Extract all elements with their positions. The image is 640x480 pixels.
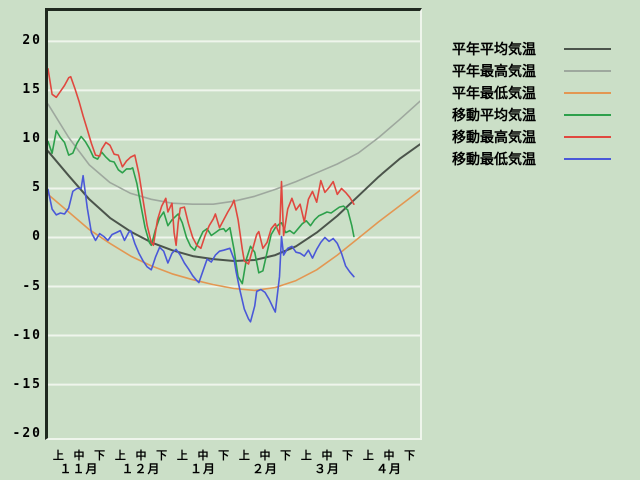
x-tick-label-1: 中 [73, 450, 85, 462]
x-tick-label-9: 上 [238, 450, 250, 462]
x-tick-label-6: 上 [176, 450, 188, 462]
y-tick-label-15: 15 [22, 82, 42, 98]
x-tick-label-11: 下 [280, 450, 292, 462]
x-tick-label-15: 上 [362, 450, 374, 462]
x-tick-label-2: 下 [94, 450, 106, 462]
month-label-１２月: １２月 [121, 462, 161, 476]
month-label-３月: ３月 [313, 462, 340, 476]
x-tick-label-16: 中 [383, 450, 395, 462]
x-tick-label-14: 下 [342, 450, 354, 462]
x-tick-label-12: 上 [300, 450, 312, 462]
legend-label-normal-min: 平年最低気温 [452, 85, 536, 101]
y-tick-label-20: 20 [22, 33, 42, 49]
month-label-１月: １月 [189, 462, 216, 476]
x-tick-label-7: 中 [197, 450, 209, 462]
legend-label-normal-max: 平年最高気温 [452, 63, 536, 79]
month-label-２月: ２月 [251, 462, 278, 476]
legend-row-moving-avg: 移動平均気温 [452, 104, 611, 126]
x-tick-label-10: 中 [259, 450, 271, 462]
month-label-４月: ４月 [375, 462, 402, 476]
legend-row-normal-min: 平年最低気温 [452, 82, 611, 104]
y-tick-label--5: -5 [22, 278, 42, 294]
x-tick-label-17: 下 [404, 450, 416, 462]
legend-swatch-moving-max [564, 136, 611, 138]
plot-area [48, 40, 420, 386]
x-tick-label-0: 上 [52, 450, 64, 462]
legend-row-normal-avg: 平年平均気温 [452, 38, 611, 60]
legend-swatch-normal-min [564, 92, 611, 94]
plot-frame [45, 8, 422, 440]
y-tick-label--15: -15 [12, 376, 42, 392]
y-tick-label-5: 5 [32, 180, 42, 196]
legend-label-moving-avg: 移動平均気温 [452, 107, 536, 123]
legend-label-normal-avg: 平年平均気温 [452, 41, 536, 57]
y-tick-label-0: 0 [32, 229, 42, 245]
series-line-moving-min [48, 174, 355, 323]
legend-label-moving-max: 移動最高気温 [452, 129, 536, 145]
series-line-normal-min [48, 189, 420, 292]
y-tick-label--20: -20 [12, 425, 42, 441]
legend-swatch-moving-avg [564, 114, 611, 116]
series-line-moving-max [48, 67, 355, 265]
legend-row-moving-max: 移動最高気温 [452, 126, 611, 148]
month-label-１１月: １１月 [59, 462, 99, 476]
y-tick-label--10: -10 [12, 327, 42, 343]
x-tick-label-8: 下 [218, 450, 230, 462]
x-tick-label-5: 下 [156, 450, 168, 462]
legend-label-moving-min: 移動最低気温 [452, 151, 536, 167]
legend-row-normal-max: 平年最高気温 [452, 60, 611, 82]
x-tick-label-13: 中 [321, 450, 333, 462]
legend-row-moving-min: 移動最低気温 [452, 148, 611, 170]
legend-swatch-moving-min [564, 158, 611, 160]
x-tick-label-4: 中 [135, 450, 147, 462]
legend-swatch-normal-avg [564, 48, 611, 50]
series-line-moving-avg [48, 129, 355, 285]
x-tick-label-3: 上 [114, 450, 126, 462]
legend-swatch-normal-max [564, 70, 611, 72]
legend: 平年平均気温 平年最高気温 平年最低気温 移動平均気温 移動最高気温 移動最低気温 [452, 38, 611, 170]
y-tick-label-10: 10 [22, 131, 42, 147]
